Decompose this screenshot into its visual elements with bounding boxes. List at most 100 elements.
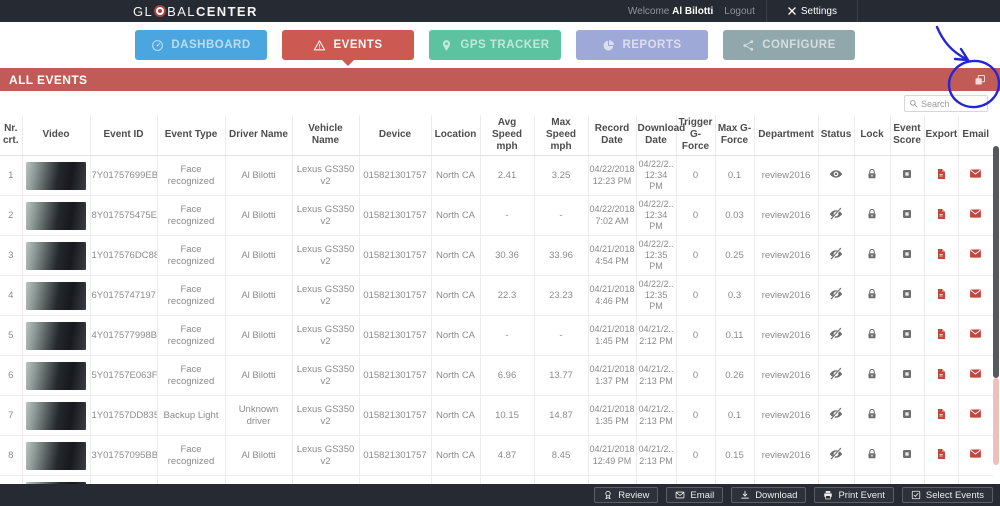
eye-off-icon[interactable]: [829, 207, 843, 221]
tab-gps-tracker[interactable]: GPS TRACKER: [429, 30, 561, 60]
search-input[interactable]: [921, 98, 983, 109]
lock-icon[interactable]: [866, 248, 878, 260]
envelope-icon[interactable]: [969, 407, 982, 420]
col-header-status[interactable]: Status: [818, 115, 855, 156]
video-thumbnail[interactable]: [26, 481, 86, 484]
score-grid-icon[interactable]: [901, 368, 913, 380]
lock-icon[interactable]: [866, 408, 878, 420]
cell-event-score: [890, 275, 925, 316]
download-button[interactable]: Download: [731, 487, 807, 503]
tab-reports[interactable]: REPORTS: [576, 30, 708, 60]
eye-off-icon[interactable]: [829, 367, 843, 381]
envelope-icon[interactable]: [969, 287, 982, 300]
review-button[interactable]: Review: [594, 487, 659, 503]
logout-link[interactable]: Logout: [724, 5, 755, 17]
envelope-icon[interactable]: [969, 447, 982, 460]
cell-record-date: 04/21/2018: [588, 475, 637, 484]
col-header-device[interactable]: Device: [359, 115, 432, 156]
tab-events[interactable]: EVENTS: [282, 30, 414, 66]
lock-icon[interactable]: [866, 168, 878, 180]
footer-button-label: Review: [618, 489, 650, 501]
cell-lock: [854, 435, 891, 476]
score-grid-icon[interactable]: [901, 328, 913, 340]
eye-off-icon[interactable]: [829, 407, 843, 421]
pdf-file-icon[interactable]: [935, 448, 947, 460]
tab-configure[interactable]: CONFIGURE: [723, 30, 855, 60]
cell-event-id: 5Y01757E063F: [90, 355, 158, 396]
col-header-driver-name[interactable]: Driver Name: [225, 115, 293, 156]
envelope-icon[interactable]: [969, 207, 982, 220]
envelope-icon[interactable]: [969, 367, 982, 380]
eye-off-icon[interactable]: [829, 447, 843, 461]
cell-max-speed: 14.87: [534, 395, 589, 436]
score-grid-icon[interactable]: [901, 248, 913, 260]
event-row: 5 4Y017577998B Face recognized Al Bilotti Le…: [0, 315, 993, 356]
col-header-nr-crt[interactable]: Nr. crt.: [0, 115, 23, 156]
export-events-icon[interactable]: [974, 74, 986, 86]
col-header-lock[interactable]: Lock: [854, 115, 891, 156]
col-header-trigger-g-force[interactable]: Trigger G-Force: [676, 115, 716, 156]
lock-icon[interactable]: [866, 368, 878, 380]
col-header-location[interactable]: Location: [431, 115, 481, 156]
eye-off-icon[interactable]: [829, 327, 843, 341]
tab-label: EVENTS: [333, 39, 383, 51]
pdf-file-icon[interactable]: [935, 288, 947, 300]
email-button[interactable]: Email: [666, 487, 724, 503]
col-header-record-date[interactable]: Record Date: [588, 115, 637, 156]
cell-status: [818, 195, 855, 236]
pdf-file-icon[interactable]: [935, 328, 947, 340]
eye-icon[interactable]: [829, 167, 843, 181]
eye-off-icon[interactable]: [829, 247, 843, 261]
pdf-file-icon[interactable]: [935, 248, 947, 260]
lock-icon[interactable]: [866, 288, 878, 300]
col-header-vehicle-name[interactable]: Vehicle Name: [292, 115, 360, 156]
cell-download-date: 04/21/2..: [636, 475, 677, 484]
scrollbar-track[interactable]: [993, 378, 999, 465]
col-header-video[interactable]: Video: [22, 115, 91, 156]
col-header-event-score[interactable]: Event Score: [890, 115, 925, 156]
col-header-department[interactable]: Department: [754, 115, 819, 156]
lock-icon[interactable]: [866, 328, 878, 340]
settings-link[interactable]: Settings: [778, 0, 846, 22]
tab-label: REPORTS: [622, 39, 682, 51]
col-header-email[interactable]: Email: [958, 115, 993, 156]
score-grid-icon[interactable]: [901, 408, 913, 420]
video-thumbnail[interactable]: [26, 201, 86, 230]
pdf-file-icon[interactable]: [935, 408, 947, 420]
video-thumbnail[interactable]: [26, 321, 86, 350]
envelope-icon[interactable]: [969, 327, 982, 340]
envelope-icon[interactable]: [969, 167, 982, 180]
time-line: 2:13 PM: [639, 455, 673, 466]
select-events-button[interactable]: Select Events: [901, 487, 993, 503]
envelope-icon[interactable]: [969, 247, 982, 260]
video-thumbnail[interactable]: [26, 161, 86, 190]
video-thumbnail[interactable]: [26, 241, 86, 270]
tab-dashboard[interactable]: DASHBOARD: [135, 30, 267, 60]
score-grid-icon[interactable]: [901, 208, 913, 220]
pdf-file-icon[interactable]: [935, 368, 947, 380]
score-grid-icon[interactable]: [901, 448, 913, 460]
col-header-max-speed-mph[interactable]: Max Speed mph: [534, 115, 589, 156]
col-header-avg-speed-mph[interactable]: Avg Speed mph: [480, 115, 535, 156]
cell-avg-speed: [480, 475, 535, 484]
col-header-max-g-force[interactable]: Max G-Force: [715, 115, 755, 156]
lock-icon[interactable]: [866, 448, 878, 460]
cell-location: North CA: [431, 315, 481, 356]
score-grid-icon[interactable]: [901, 168, 913, 180]
cell-driver-name: Al Bilotti: [225, 315, 293, 356]
col-header-event-type[interactable]: Event Type: [157, 115, 226, 156]
score-grid-icon[interactable]: [901, 288, 913, 300]
scrollbar-thumb[interactable]: [993, 146, 999, 378]
video-thumbnail[interactable]: [26, 361, 86, 390]
video-thumbnail[interactable]: [26, 441, 86, 470]
lock-icon[interactable]: [866, 208, 878, 220]
col-header-export[interactable]: Export: [924, 115, 959, 156]
pdf-file-icon[interactable]: [935, 168, 947, 180]
pdf-file-icon[interactable]: [935, 208, 947, 220]
col-header-event-id[interactable]: Event ID: [90, 115, 158, 156]
print-event-button[interactable]: Print Event: [814, 487, 894, 503]
video-thumbnail[interactable]: [26, 401, 86, 430]
video-thumbnail[interactable]: [26, 281, 86, 310]
eye-off-icon[interactable]: [829, 287, 843, 301]
col-header-download-date[interactable]: Download Date: [636, 115, 685, 156]
